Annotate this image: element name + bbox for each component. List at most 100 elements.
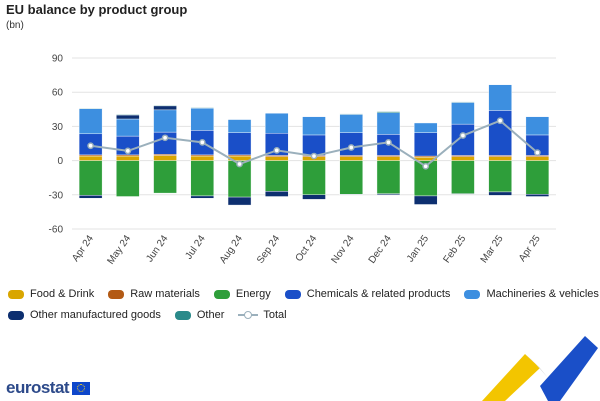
- bar-segment: [526, 194, 549, 196]
- legend-item-raw-materials[interactable]: Raw materials: [108, 288, 200, 300]
- bar-segment: [340, 133, 363, 156]
- bar-segment: [526, 157, 549, 161]
- bar-segment: [489, 192, 512, 195]
- bar-segment: [79, 195, 102, 198]
- bar-segment: [116, 119, 139, 136]
- raw-materials-swatch: [108, 290, 124, 299]
- bar-segment: [154, 110, 177, 132]
- legend-item-other[interactable]: Other: [175, 309, 225, 321]
- bar-segment: [228, 133, 251, 155]
- legend-item-energy[interactable]: Energy: [214, 288, 271, 300]
- bar-segment: [265, 191, 288, 196]
- bar-segment: [116, 156, 139, 161]
- bar-segment: [191, 196, 214, 198]
- bar-segment: [79, 109, 102, 134]
- bar-segment: [79, 156, 102, 161]
- bar-segment: [265, 161, 288, 192]
- total-point: [460, 133, 465, 138]
- bar-segment: [191, 108, 214, 109]
- bar-segment: [228, 120, 251, 133]
- total-point: [423, 164, 428, 169]
- bar-segment: [265, 157, 288, 161]
- x-tick-label: Dec 24: [367, 233, 394, 266]
- bar-segment: [265, 113, 288, 133]
- x-tick-label: Oct 24: [294, 233, 320, 264]
- bar-segment: [340, 114, 363, 132]
- eu-flag-icon: [72, 382, 90, 395]
- bar-segment: [154, 105, 177, 106]
- total-point: [237, 161, 242, 166]
- total-point: [349, 145, 354, 150]
- legend-label: Machineries & vehicles: [486, 288, 599, 300]
- legend: Food & Drink Raw materials Energy Chemic…: [8, 284, 598, 326]
- legend-label: Total: [263, 309, 286, 321]
- bar-segment: [154, 161, 177, 193]
- legend-item-food-drink[interactable]: Food & Drink: [8, 288, 94, 300]
- bar-segment: [191, 161, 214, 196]
- legend-item-total[interactable]: Total: [238, 309, 286, 321]
- bar-segment: [526, 117, 549, 135]
- bar-segment: [414, 133, 437, 156]
- y-tick-label: 90: [52, 54, 64, 65]
- bar-segment: [228, 197, 251, 205]
- total-point: [125, 148, 130, 153]
- total-point: [386, 140, 391, 145]
- bar-segment: [451, 194, 474, 195]
- bar-segment: [79, 161, 102, 196]
- bar-segment: [79, 108, 102, 109]
- y-tick-label: 30: [52, 122, 64, 133]
- bar-segment: [340, 161, 363, 195]
- energy-swatch: [214, 290, 230, 299]
- bar-segment: [377, 112, 400, 113]
- bar-segment: [191, 108, 214, 130]
- total-point: [535, 150, 540, 155]
- bar-segment: [489, 85, 512, 111]
- x-tick-label: Feb 25: [442, 233, 469, 265]
- bar-segment: [526, 161, 549, 195]
- x-tick-label: Jul 24: [183, 233, 208, 262]
- total-point: [498, 118, 503, 123]
- x-tick-label: Sep 24: [255, 233, 282, 266]
- bar-segment: [377, 161, 400, 194]
- bar-segment: [414, 123, 437, 133]
- bar-segment: [340, 194, 363, 195]
- bar-segment: [451, 102, 474, 103]
- eurostat-logo: eurostat: [6, 378, 90, 398]
- bar-segment: [303, 195, 326, 200]
- bar-segment: [340, 157, 363, 161]
- logo-text: eurostat: [6, 378, 69, 398]
- legend-item-other-manufactured[interactable]: Other manufactured goods: [8, 309, 161, 321]
- bar-segment: [303, 135, 326, 156]
- bar-segment: [340, 114, 363, 115]
- bar-segment: [451, 157, 474, 161]
- x-tick-label: Aug 24: [218, 233, 245, 266]
- legend-item-chemicals[interactable]: Chemicals & related products: [285, 288, 451, 300]
- x-tick-label: Jan 25: [405, 233, 431, 264]
- y-tick-label: -30: [49, 190, 64, 201]
- bar-segment: [451, 102, 474, 124]
- legend-label: Raw materials: [130, 288, 200, 300]
- y-tick-label: -60: [49, 225, 64, 236]
- total-point: [200, 140, 205, 145]
- bar-segment: [116, 114, 139, 115]
- bar-segment: [116, 161, 139, 197]
- corner-decoration-icon: [470, 326, 600, 401]
- other-manufactured-swatch: [8, 311, 24, 320]
- bar-segment: [451, 124, 474, 155]
- bar-segment: [451, 161, 474, 194]
- legend-label: Other: [197, 309, 225, 321]
- bar-segment: [154, 106, 177, 110]
- legend-item-machineries[interactable]: Machineries & vehicles: [464, 288, 599, 300]
- total-point: [162, 135, 167, 140]
- chemicals-swatch: [285, 290, 301, 299]
- bar-segment: [303, 161, 326, 195]
- y-tick-label: 0: [57, 156, 63, 167]
- x-tick-label: Apr 24: [70, 233, 96, 264]
- chart-area: -60 -30 0 30 60 90 Apr 24 May 24 Jun 24 Jul 24 Aug…: [0, 0, 600, 284]
- bar-segment: [377, 194, 400, 195]
- bar-segment: [489, 110, 512, 155]
- bar-segment: [377, 157, 400, 161]
- total-point: [311, 153, 316, 158]
- other-swatch: [175, 311, 191, 320]
- food-drink-swatch: [8, 290, 24, 299]
